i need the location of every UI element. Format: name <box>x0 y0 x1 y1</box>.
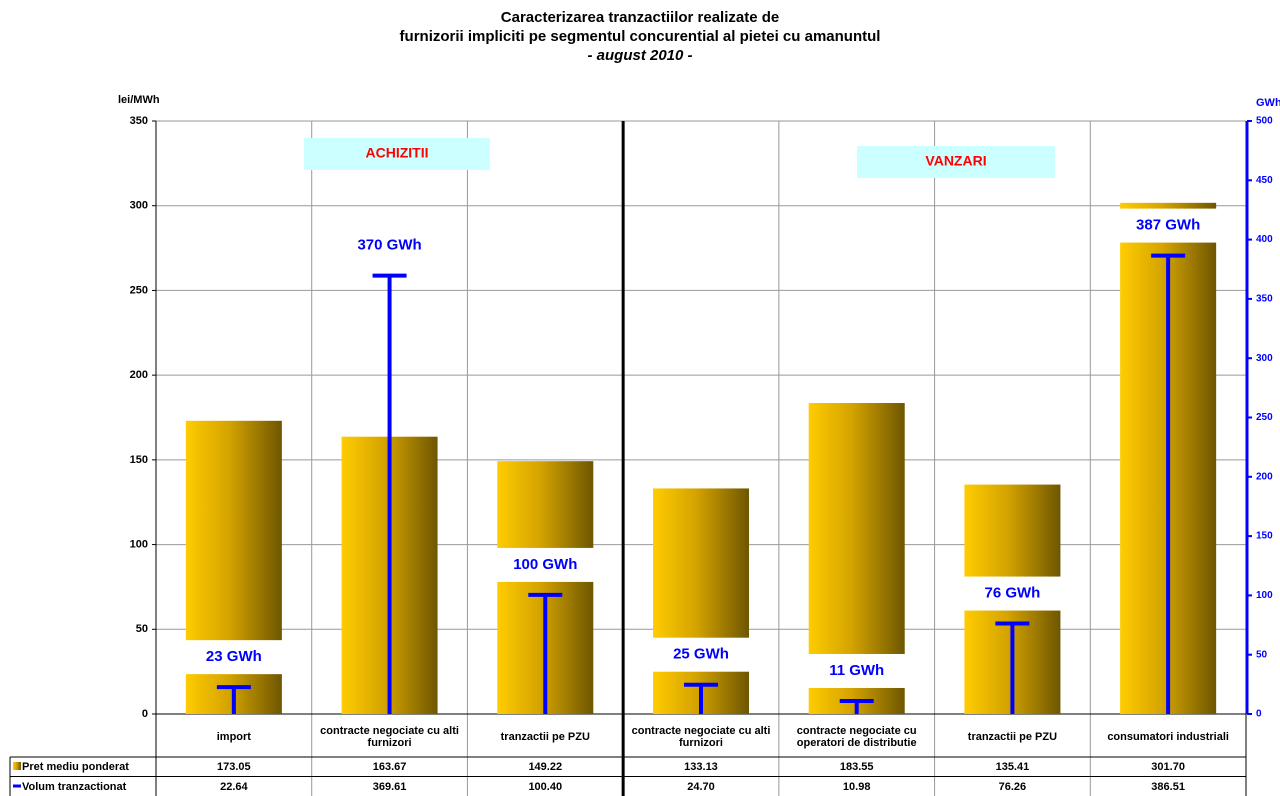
y2-tick-label: 300 <box>1256 353 1273 364</box>
label-bg <box>1118 208 1219 243</box>
category-label: contracte negociate cu alti furnizori <box>320 724 459 749</box>
y-tick-label: 250 <box>130 284 148 296</box>
table-value: 76.26 <box>998 780 1027 793</box>
y2-tick-label: 500 <box>1256 116 1273 127</box>
table-value: 22.64 <box>220 780 248 793</box>
category-label: import <box>216 730 251 743</box>
label-bg <box>339 228 440 263</box>
data-label: 370 GWh <box>357 237 421 254</box>
annotation: ACHIZITII <box>366 145 429 161</box>
label-bg <box>651 637 751 672</box>
y2-tick-label: 50 <box>1256 649 1268 660</box>
legend-swatch <box>13 762 21 770</box>
data-label: 76 GWh <box>985 585 1041 602</box>
table-value: 133.13 <box>684 760 718 773</box>
row-label: Volum tranzactionat <box>22 780 127 793</box>
table-value: 301.70 <box>1151 760 1185 773</box>
table-value: 149.22 <box>528 760 563 773</box>
volume-bar <box>528 592 563 714</box>
chart-subtitle: - august 2010 - <box>587 47 692 64</box>
annotation-box <box>857 146 1055 178</box>
category-label: tranzactii pe PZU <box>967 730 1058 743</box>
label-bg <box>806 653 907 688</box>
annotation: VANZARI <box>925 153 986 169</box>
table-value: 24.70 <box>687 780 715 793</box>
volume-bar <box>216 685 251 714</box>
y-tick-label: 100 <box>130 538 148 550</box>
y2-tick-label: 0 <box>1256 709 1262 720</box>
chart-title: furnizorii impliciti pe segmentul concur… <box>400 28 881 45</box>
category-label: tranzactii pe PZU <box>500 730 590 743</box>
y2-tick-label: 450 <box>1256 175 1273 186</box>
table-value: 369.61 <box>372 780 407 793</box>
volume-bar <box>1151 253 1186 714</box>
y-tick-label: 350 <box>130 115 148 127</box>
table-value: 163.67 <box>372 760 407 773</box>
y-axis-label: lei/MWh <box>118 94 160 106</box>
category-label: contracte negociate cu operatori de dist… <box>796 724 917 749</box>
chart-title: Caracterizarea tranzactiilor realizate d… <box>501 9 779 26</box>
table-value: 10.98 <box>842 780 871 793</box>
volume-bar <box>684 682 718 714</box>
data-label: 25 GWh <box>673 646 729 663</box>
data-label: 23 GWh <box>206 648 262 665</box>
annotation-box <box>304 138 490 170</box>
row-label: Pret mediu ponderat <box>22 760 129 773</box>
y-tick-label: 200 <box>130 369 148 381</box>
y2-tick-label: 150 <box>1256 531 1273 542</box>
table-value: 386.51 <box>1151 780 1185 793</box>
y-tick-label: 150 <box>130 454 148 466</box>
data-label: 100 GWh <box>513 556 577 573</box>
y-tick-label: 0 <box>142 708 148 720</box>
table-value: 100.40 <box>528 780 563 793</box>
y2-tick-label: 400 <box>1256 234 1273 245</box>
category-label: consumatori industriali <box>1107 730 1229 743</box>
volume-bar <box>839 698 874 714</box>
table-value: 135.41 <box>995 760 1030 773</box>
label-bg <box>183 640 284 675</box>
y2-tick-label: 200 <box>1256 471 1273 482</box>
y2-tick-label: 350 <box>1256 294 1273 305</box>
volume-bar <box>372 273 407 714</box>
y2-tick-label: 100 <box>1256 590 1273 601</box>
label-bg <box>495 547 596 582</box>
y2-tick-label: 250 <box>1256 412 1273 423</box>
data-label: 387 GWh <box>1136 217 1200 234</box>
volume-bar <box>995 621 1030 714</box>
y-tick-label: 50 <box>136 623 148 635</box>
label-bg <box>962 576 1063 611</box>
table-value: 183.55 <box>839 760 874 773</box>
data-label: 11 GWh <box>829 662 884 679</box>
y2-axis-label: GWh <box>1256 97 1280 109</box>
bar <box>653 488 749 714</box>
category-label: contracte negociate cu alti furnizori <box>631 724 771 749</box>
table-value: 173.05 <box>217 760 251 773</box>
y-tick-label: 300 <box>130 200 148 212</box>
